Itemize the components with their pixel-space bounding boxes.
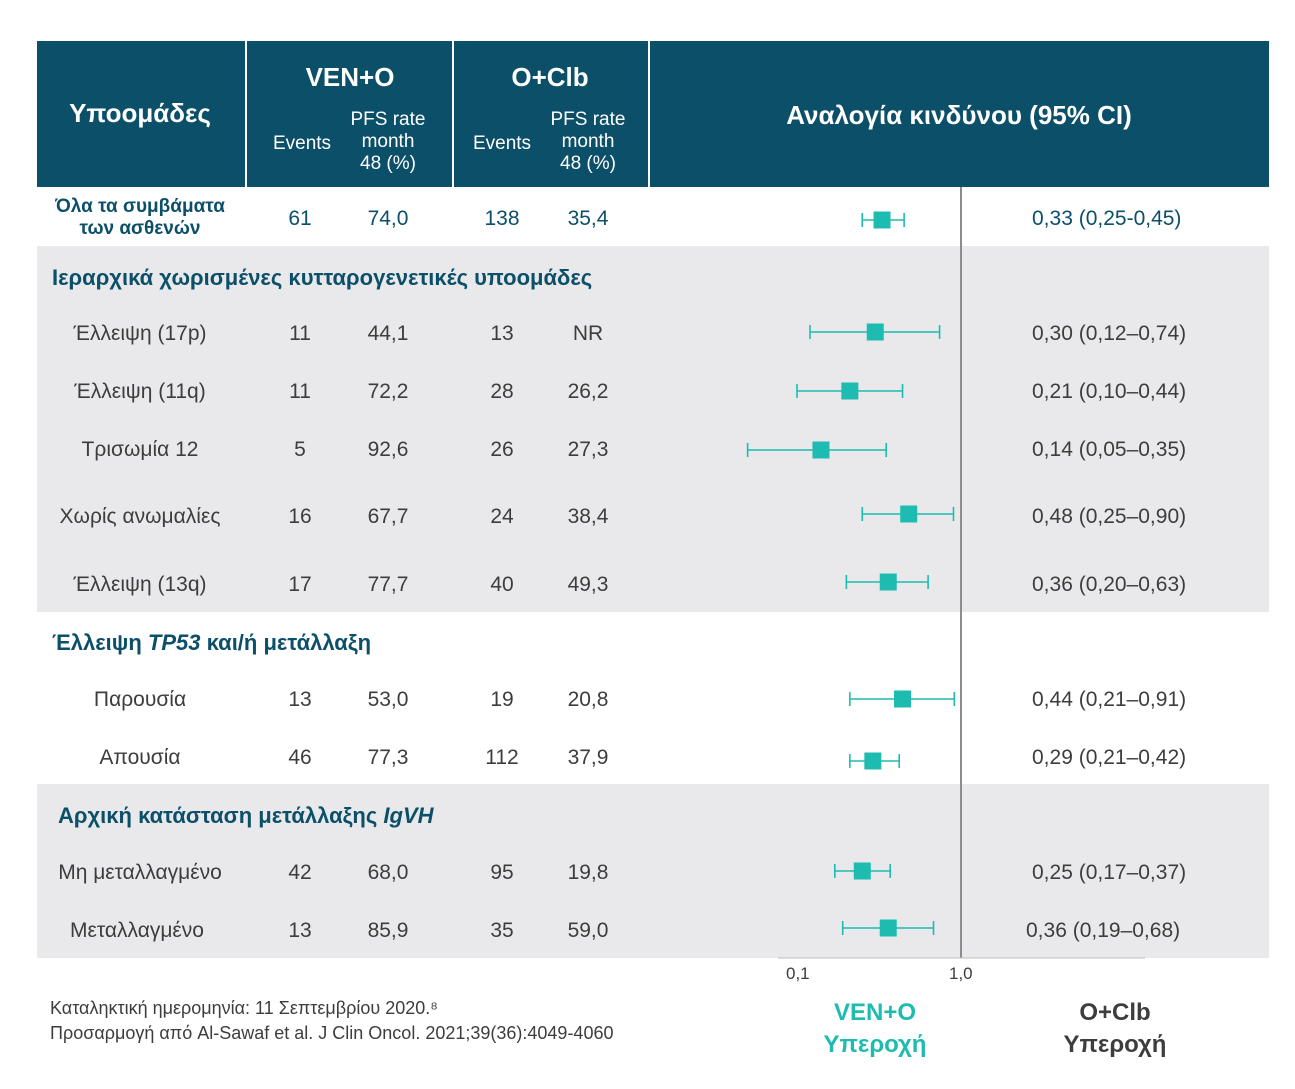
events-clb: 40 [490,573,514,596]
hr-point [873,211,891,229]
hr-ci-value: 0,33 (0,25-0,45) [1032,207,1182,230]
events-header: Events [272,133,332,154]
pfs-clb: 26,2 [567,380,609,403]
events-vel: 46 [288,746,312,769]
hazard-ratio-header: Αναλογία κινδύνου (95% CI) [786,100,1132,130]
events-clb: 95 [490,861,514,884]
pfs-clb: 59,0 [567,919,609,942]
pfs-vel: 72,2 [367,380,409,403]
hr-ci-value: 0,29 (0,21–0,42) [1032,746,1187,769]
pfs-vel: 68,0 [367,861,409,884]
pfs-header: PFS rate month 48 (%) [350,109,426,174]
table-header [37,41,1269,187]
section-title-igvh: Αρχική κατάσταση μετάλλαξης IgVH [58,803,434,828]
events-clb: 28 [490,380,514,403]
header-divider [245,41,247,187]
events-clb: 13 [490,322,514,345]
section-title-cytogenetic: Ιεραρχικά χωρισμένες κυτταρογενετικές υπ… [52,265,593,290]
events-vel: 42 [288,861,312,884]
row-label: Έλλειψη (11q) [74,380,206,403]
row-label: Έλλειψη (17p) [73,322,207,345]
pfs-clb: NR [572,322,604,345]
row-label: Μη μεταλλαγμένο [58,861,222,884]
pfs-clb: 27,3 [567,438,609,461]
favors-o-clb: O+Clb Υπεροχή [1063,999,1167,1058]
events-header: Events [472,133,532,154]
hr-ci-value: 0,36 (0,19–0,68) [1026,919,1181,942]
events-vel: 13 [288,688,312,711]
pfs-vel: 44,1 [367,322,409,345]
row-label: Παρουσία [93,688,187,711]
subgroups-header: Υποομάδες [69,98,211,128]
arm2-header: O+Clb [511,62,589,92]
hr-point [879,573,897,591]
header-divider [452,41,454,187]
pfs-vel: 67,7 [367,505,409,528]
hr-point [894,690,912,708]
pfs-vel: 77,3 [367,746,409,769]
hr-ci-value: 0,36 (0,20–0,63) [1032,573,1187,596]
events-clb: 138 [484,207,520,230]
hr-point [841,382,859,400]
row-label: Απουσία [99,746,181,769]
pfs-clb: 38,4 [567,505,609,528]
events-vel: 16 [288,505,312,528]
events-clb: 112 [485,746,519,769]
footnote: Καταληκτική ημερομηνία: 11 Σεπτεμβρίου 2… [50,998,614,1043]
tick-label-0.1: 0,1 [786,964,810,983]
row-label: Τρισωμία 12 [81,438,199,461]
events-clb: 19 [490,688,514,711]
pfs-vel: 74,0 [367,207,409,230]
events-clb: 24 [490,505,514,528]
pfs-clb: 37,9 [567,746,609,769]
section-band-igvh [37,784,1269,958]
hr-ci-value: 0,48 (0,25–0,90) [1032,505,1187,528]
events-clb: 35 [490,919,514,942]
pfs-vel: 92,6 [367,438,409,461]
hr-point [879,919,897,937]
row-label: Χωρίς ανωμαλίες [59,505,221,528]
events-vel: 5 [294,438,306,461]
favors-ven-o: VEN+O Υπεροχή [823,999,927,1058]
section-band-cytogenetic [37,246,1269,612]
pfs-clb: 20,8 [567,688,609,711]
hr-point [864,752,882,770]
hr-ci-value: 0,30 (0,12–0,74) [1032,322,1187,345]
pfs-clb: 49,3 [567,573,609,596]
section-title-tp53: Έλλειψη TP53 και/ή μετάλλαξη [52,630,372,655]
pfs-header: PFS rate month 48 (%) [550,109,626,174]
row-label: Έλλειψη (13q) [73,573,207,596]
hr-point [866,323,884,341]
events-vel: 13 [288,919,312,942]
pfs-vel: 85,9 [367,919,409,942]
hr-ci-value: 0,21 (0,10–0,44) [1032,380,1187,403]
arm1-header: VEN+O [305,62,395,92]
pfs-clb: 19,8 [567,861,609,884]
events-vel: 11 [289,322,311,345]
row-label-overall: Όλα τα συμβάματα των ασθενών [55,196,225,239]
hr-ci-value: 0,14 (0,05–0,35) [1032,438,1187,461]
hr-point [853,862,871,880]
tick-label-1.0: 1,0 [949,964,973,983]
hr-ci-value: 0,25 (0,17–0,37) [1032,861,1187,884]
events-vel: 11 [289,380,311,403]
events-vel: 61 [288,207,312,230]
hr-ci-value: 0,44 (0,21–0,91) [1032,688,1187,711]
hr-point [812,441,830,459]
header-divider [648,41,650,187]
pfs-clb: 35,4 [567,207,609,230]
pfs-vel: 77,7 [367,573,409,596]
events-clb: 26 [490,438,514,461]
row-label: Μεταλλαγμένο [70,919,204,942]
pfs-vel: 53,0 [367,688,409,711]
hr-point [900,505,918,523]
events-vel: 17 [288,573,312,596]
